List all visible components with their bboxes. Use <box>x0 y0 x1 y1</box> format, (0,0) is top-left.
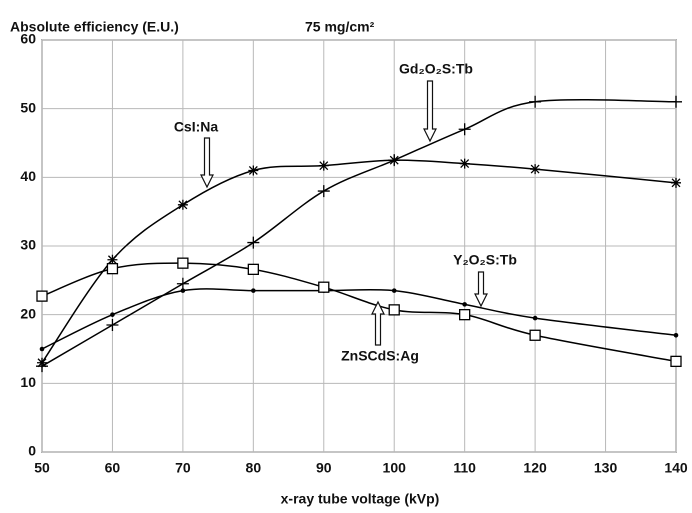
y-tick-label: 40 <box>20 168 36 184</box>
marker <box>318 281 330 293</box>
series-line <box>41 99 677 367</box>
marker <box>36 360 48 373</box>
marker <box>458 123 471 136</box>
x-tick-label: 60 <box>105 460 121 476</box>
x-tick-label: 50 <box>34 460 50 476</box>
chart-title: Absolute efficiency (E.U.) <box>10 19 179 35</box>
marker <box>388 304 400 316</box>
marker <box>670 95 682 108</box>
y-tick-label: 50 <box>20 99 36 115</box>
arrow <box>423 80 437 143</box>
series-line <box>41 159 677 364</box>
y-tick-label: 0 <box>28 443 36 459</box>
series-line <box>41 288 677 350</box>
x-tick-label: 80 <box>246 460 262 476</box>
x-tick-label: 70 <box>175 460 191 476</box>
marker <box>248 165 259 176</box>
marker <box>36 290 48 302</box>
marker <box>110 312 115 317</box>
marker <box>670 355 682 368</box>
x-axis-label: x-ray tube voltage (kVp) <box>281 491 440 507</box>
marker <box>106 263 119 275</box>
marker <box>39 346 45 352</box>
marker <box>317 185 330 198</box>
marker <box>177 199 188 210</box>
arrow <box>371 300 385 346</box>
series-label: Y₂O₂S:Tb <box>453 252 517 268</box>
series-label: Gd₂O₂S:Tb <box>399 61 473 77</box>
marker <box>177 257 189 269</box>
series-label: CsI:Na <box>174 119 219 135</box>
x-tick-label: 120 <box>523 460 547 476</box>
marker <box>459 158 470 169</box>
marker <box>530 164 541 175</box>
y-tick-label: 20 <box>20 305 36 321</box>
y-tick-label: 10 <box>20 374 36 390</box>
arrow <box>474 271 488 308</box>
y-tick-label: 30 <box>20 237 36 253</box>
series-label: ZnSCdS:Ag <box>341 348 419 364</box>
marker <box>391 288 397 293</box>
marker <box>388 154 401 167</box>
marker <box>671 177 681 188</box>
marker <box>251 288 256 293</box>
chart-subtitle: 75 mg/cm² <box>305 19 375 35</box>
marker <box>459 309 471 321</box>
x-tick-label: 140 <box>664 460 688 476</box>
marker <box>106 318 119 331</box>
y-tick-label: 60 <box>20 31 36 47</box>
marker <box>529 329 541 341</box>
marker <box>532 315 538 321</box>
x-tick-label: 110 <box>453 460 476 476</box>
x-tick-label: 100 <box>383 460 407 476</box>
marker <box>462 302 467 307</box>
marker <box>247 236 260 249</box>
marker <box>318 160 329 171</box>
x-tick-label: 130 <box>594 460 618 476</box>
marker <box>107 254 118 265</box>
arrow <box>200 137 214 189</box>
series-line <box>41 262 677 363</box>
marker <box>176 277 189 290</box>
marker <box>529 95 542 108</box>
x-tick-label: 90 <box>316 460 332 476</box>
marker <box>673 332 679 338</box>
marker <box>247 263 259 275</box>
marker <box>180 288 186 293</box>
